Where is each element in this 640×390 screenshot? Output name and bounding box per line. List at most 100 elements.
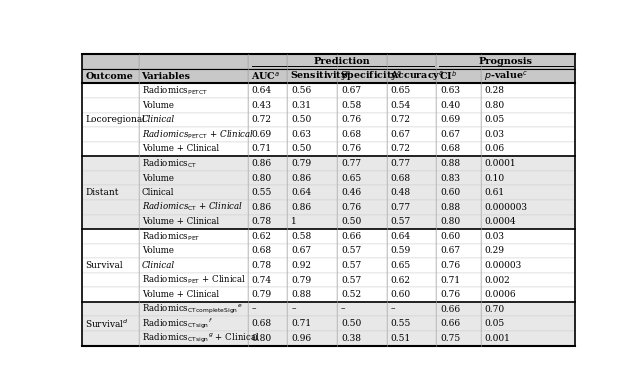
Bar (436, 69, 481, 83)
Bar (83, 215, 138, 229)
Text: 0.86: 0.86 (252, 203, 272, 212)
Text: 0.57: 0.57 (341, 261, 361, 270)
Text: 0.51: 0.51 (390, 334, 411, 343)
Bar (337, 69, 387, 83)
Text: 0.92: 0.92 (291, 261, 311, 270)
Text: 0.000003: 0.000003 (484, 203, 528, 212)
Bar (387, 83, 436, 98)
Bar (287, 185, 337, 200)
Text: Accuracy$^a$: Accuracy$^a$ (390, 69, 444, 83)
Bar (387, 185, 436, 200)
Bar (481, 316, 575, 331)
Text: Specificity$^a$: Specificity$^a$ (340, 69, 401, 83)
Bar (436, 113, 481, 127)
Text: 0.50: 0.50 (341, 217, 361, 226)
Text: 0.58: 0.58 (291, 232, 312, 241)
Bar (387, 98, 436, 113)
Bar (481, 331, 575, 346)
Text: 0.77: 0.77 (390, 159, 411, 168)
Bar (248, 244, 287, 258)
Text: 0.54: 0.54 (390, 101, 411, 110)
Text: 0.66: 0.66 (341, 232, 361, 241)
Text: 0.67: 0.67 (291, 246, 312, 255)
Text: 0.69: 0.69 (252, 130, 272, 139)
Bar (337, 127, 387, 142)
Bar (83, 273, 138, 287)
Bar (83, 185, 138, 200)
Bar (481, 156, 575, 171)
Bar (83, 244, 138, 258)
Text: 0.71: 0.71 (252, 144, 272, 154)
Bar (337, 142, 387, 156)
Text: 0.68: 0.68 (252, 319, 272, 328)
Text: Radiomics$_{\rm CTsign}$$^{f}$: Radiomics$_{\rm CTsign}$$^{f}$ (142, 317, 213, 331)
Text: 1: 1 (291, 217, 297, 226)
Bar (436, 200, 481, 214)
Bar (436, 287, 481, 302)
Text: 0.29: 0.29 (484, 246, 505, 255)
Bar (481, 215, 575, 229)
Text: Volume + Clinical: Volume + Clinical (142, 290, 219, 299)
Bar (481, 98, 575, 113)
Text: 0.65: 0.65 (390, 86, 411, 95)
Bar (138, 273, 248, 287)
Text: –: – (291, 305, 296, 314)
Bar (436, 302, 481, 316)
Bar (248, 302, 287, 316)
Text: 0.60: 0.60 (440, 188, 460, 197)
Bar (387, 127, 436, 142)
Bar (138, 244, 248, 258)
Text: 0.63: 0.63 (440, 86, 460, 95)
Bar (287, 127, 337, 142)
Bar (481, 302, 575, 316)
Bar (138, 258, 248, 273)
Text: 0.77: 0.77 (390, 203, 411, 212)
Text: 0.46: 0.46 (341, 188, 361, 197)
Text: 0.57: 0.57 (341, 276, 361, 285)
Text: 0.60: 0.60 (440, 232, 460, 241)
Text: Clinical: Clinical (142, 261, 175, 270)
Bar (138, 331, 248, 346)
Bar (83, 127, 138, 142)
Text: 0.05: 0.05 (484, 115, 505, 124)
Bar (387, 287, 436, 302)
Bar (138, 302, 248, 316)
Bar (138, 156, 248, 171)
Text: 0.88: 0.88 (440, 203, 460, 212)
Bar (287, 331, 337, 346)
Text: 0.75: 0.75 (440, 334, 460, 343)
Text: Volume + Clinical: Volume + Clinical (142, 144, 219, 154)
Text: 0.03: 0.03 (484, 130, 505, 139)
Text: $p$-value$^c$: $p$-value$^c$ (484, 69, 527, 83)
Text: 0.76: 0.76 (440, 261, 460, 270)
Bar (387, 142, 436, 156)
Bar (337, 98, 387, 113)
Bar (337, 273, 387, 287)
Bar (436, 316, 481, 331)
Text: 0.0004: 0.0004 (484, 217, 516, 226)
Bar (436, 229, 481, 244)
Bar (387, 258, 436, 273)
Text: 0.67: 0.67 (390, 130, 411, 139)
Bar (387, 54, 436, 69)
Bar (337, 200, 387, 214)
Text: Radiomics$_{\rm CTsign}$$^{g}$ + Clinical: Radiomics$_{\rm CTsign}$$^{g}$ + Clinica… (142, 332, 260, 345)
Text: 0.52: 0.52 (341, 290, 361, 299)
Text: Outcome: Outcome (86, 72, 133, 81)
Bar (481, 113, 575, 127)
Bar (248, 156, 287, 171)
Bar (287, 273, 337, 287)
Bar (287, 142, 337, 156)
Bar (83, 331, 138, 346)
Bar (138, 127, 248, 142)
Bar (83, 54, 138, 69)
Bar (436, 54, 481, 69)
Text: 0.00003: 0.00003 (484, 261, 522, 270)
Text: 0.10: 0.10 (484, 174, 505, 183)
Text: 0.64: 0.64 (390, 232, 411, 241)
Text: 0.38: 0.38 (341, 334, 361, 343)
Text: Variables: Variables (141, 72, 191, 81)
Bar (248, 273, 287, 287)
Bar (248, 83, 287, 98)
Text: 0.55: 0.55 (390, 319, 411, 328)
